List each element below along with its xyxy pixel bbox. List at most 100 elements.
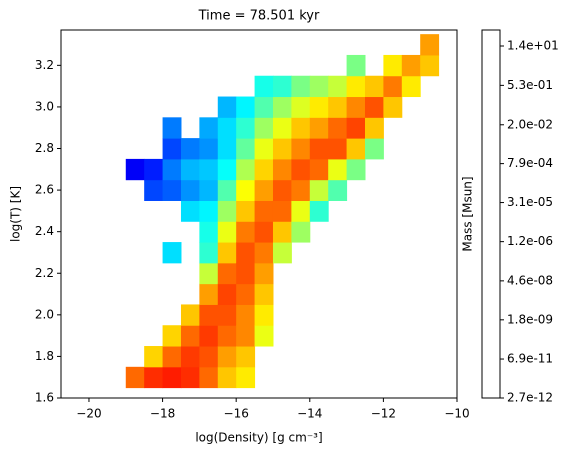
heatmap-cell <box>217 221 237 243</box>
colorbar-tick-label: 1.8e-09 <box>507 312 553 326</box>
heatmap-cell <box>144 158 164 181</box>
heatmap-cell <box>272 200 292 222</box>
heatmap-cell <box>180 325 200 347</box>
y-tick-label: 2.8 <box>35 141 54 155</box>
heatmap-cell <box>272 138 292 160</box>
heatmap-cell <box>236 200 256 222</box>
heatmap-cell <box>217 200 237 222</box>
heatmap-cell <box>199 138 219 160</box>
heatmap-cell <box>236 221 256 243</box>
heatmap-cell <box>328 138 348 160</box>
heatmap-cell <box>291 75 311 98</box>
x-tick-label: −12 <box>371 407 396 421</box>
heatmap-cell <box>401 75 421 98</box>
heatmap-cell <box>236 346 256 368</box>
heatmap-cell <box>217 117 237 139</box>
y-tick-label: 3.2 <box>35 58 54 72</box>
heatmap-cell <box>254 179 274 201</box>
colorbar <box>481 29 501 399</box>
heatmap-cell <box>272 242 292 264</box>
heatmap-cell <box>199 304 219 326</box>
heatmap-cell <box>254 200 274 222</box>
heatmap-cell <box>383 54 403 77</box>
heatmap-cell <box>236 96 256 118</box>
heatmap-cell <box>364 117 384 139</box>
heatmap-cell <box>309 158 329 181</box>
heatmap-cell <box>272 75 292 98</box>
heatmap-cell <box>217 304 237 326</box>
colorbar-tick-label: 3.1e-05 <box>507 195 553 209</box>
heatmap-cell <box>291 158 311 181</box>
colorbar-tick-label: 1.2e-06 <box>507 234 553 248</box>
heatmap-cell <box>309 179 329 201</box>
heatmap-cell <box>162 366 182 389</box>
heatmap-cell <box>420 54 440 77</box>
heatmap-cell <box>217 325 237 347</box>
heatmap-cell <box>328 179 348 201</box>
colorbar-tick-label: 2.0e-02 <box>507 117 553 131</box>
heatmap-cell <box>217 242 237 264</box>
heatmap-cell <box>144 179 164 201</box>
cells <box>125 34 440 389</box>
y-tick-label: 1.8 <box>35 349 54 363</box>
heatmap-cell <box>272 179 292 201</box>
heatmap-cell <box>217 262 237 285</box>
heatmap-cell <box>254 283 274 305</box>
heatmap-cell <box>346 54 366 77</box>
heatmap-cell <box>420 34 440 56</box>
colorbar-tick-label: 4.6e-08 <box>507 273 553 287</box>
heatmap-cell <box>291 138 311 160</box>
heatmap-cell <box>364 75 384 98</box>
y-tick-label: 1.6 <box>35 391 54 405</box>
heatmap-cell <box>364 96 384 118</box>
heatmap-cell <box>199 325 219 347</box>
heatmap-cell <box>254 75 274 98</box>
heatmap-cell <box>144 346 164 368</box>
heatmap-cell <box>162 179 182 201</box>
heatmap-cell <box>309 200 329 222</box>
x-tick-label: −14 <box>297 407 322 421</box>
heatmap-cell <box>272 158 292 181</box>
heatmap-cell <box>328 158 348 181</box>
x-tick-label: −10 <box>444 407 469 421</box>
heatmap-cell <box>346 75 366 98</box>
heatmap-cell <box>180 138 200 160</box>
heatmap-cell <box>254 262 274 285</box>
y-tick-label: 2.0 <box>35 307 54 321</box>
heatmap-cell <box>199 262 219 285</box>
heatmap-cell <box>364 138 384 160</box>
heatmap-cell <box>254 96 274 118</box>
heatmap-cell <box>254 325 274 347</box>
heatmap-cell <box>180 179 200 201</box>
heatmap-cell <box>236 325 256 347</box>
heatmap-cell <box>199 158 219 181</box>
heatmap-cell <box>291 179 311 201</box>
heatmap-cell <box>236 117 256 139</box>
colorbar-tick-label: 6.9e-11 <box>507 352 553 366</box>
heatmap-cell <box>254 158 274 181</box>
colorbar-tick-label: 1.4e+01 <box>507 39 559 53</box>
heatmap-cell <box>199 221 219 243</box>
heatmap-cell <box>199 346 219 368</box>
heatmap-cell <box>217 283 237 305</box>
heatmap-cell <box>236 158 256 181</box>
heatmap-cell <box>328 96 348 118</box>
heatmap-cell <box>383 75 403 98</box>
heatmap-cell <box>162 158 182 181</box>
heatmap-cell <box>162 325 182 347</box>
heatmap-cell <box>217 346 237 368</box>
heatmap-cell <box>144 366 164 389</box>
heatmap-cell <box>291 117 311 139</box>
heatmap-cell <box>236 304 256 326</box>
y-tick-label: 3.0 <box>35 99 54 113</box>
heatmap-cell <box>309 117 329 139</box>
heatmap-cell <box>199 200 219 222</box>
heatmap-cell <box>236 283 256 305</box>
heatmap-cell <box>309 75 329 98</box>
heatmap-cell <box>254 221 274 243</box>
heatmap-cell <box>162 117 182 139</box>
colorbar-label: Mass [Msun] <box>461 176 475 251</box>
heatmap-cell <box>125 158 145 181</box>
y-tick-label: 2.2 <box>35 266 54 280</box>
